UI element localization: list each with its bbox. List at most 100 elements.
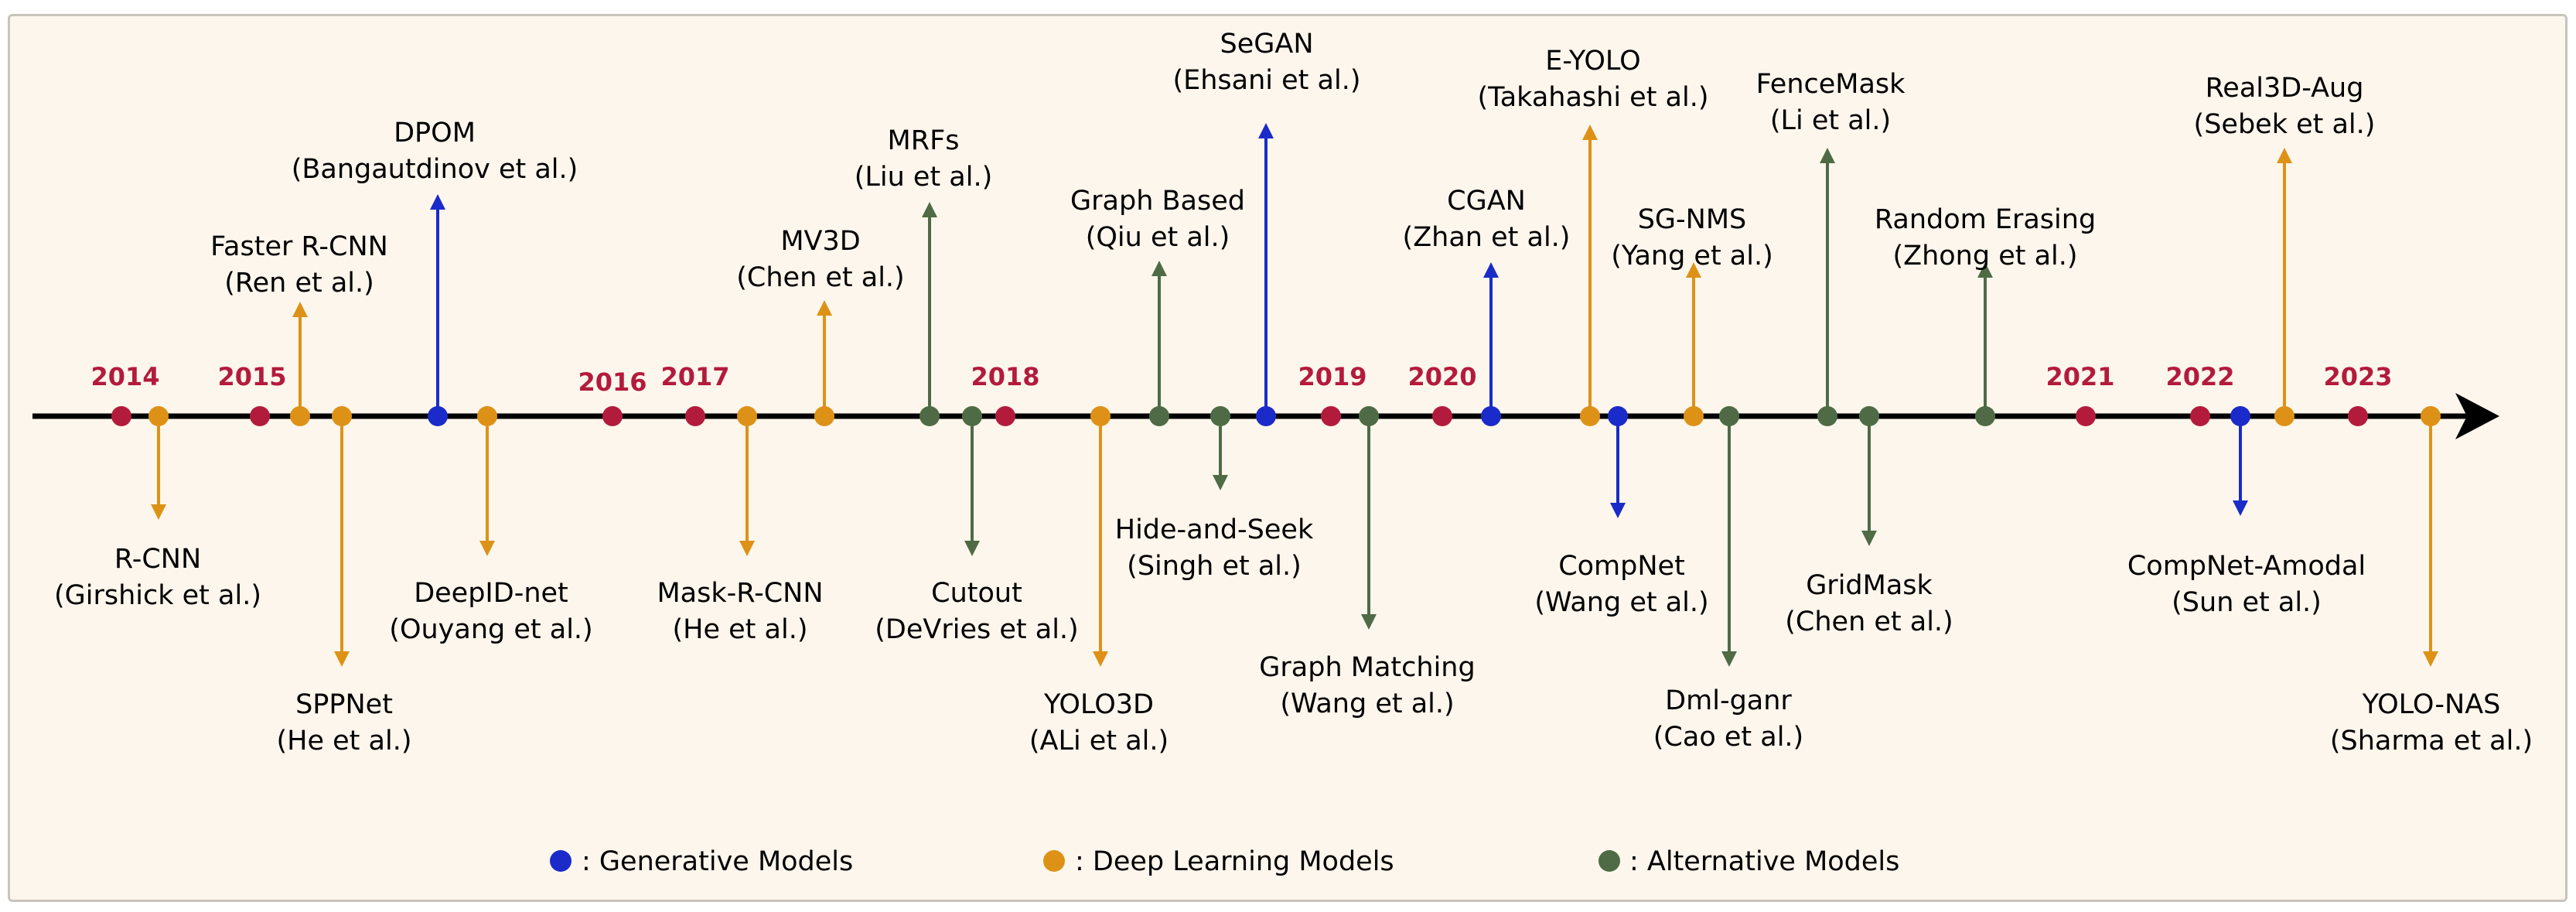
method-authors-mv3d: (Chen et al.) — [736, 262, 904, 293]
method-name-fencemask: FenceMask — [1756, 69, 1906, 100]
method-marker-faster-r-cnn — [290, 406, 310, 426]
year-label-2019: 2019 — [1298, 362, 1366, 391]
legend-label-deep: : Deep Learning Models — [1075, 846, 1394, 877]
method-authors-dpom: (Bangautdinov et al.) — [292, 154, 578, 185]
year-label-2018: 2018 — [971, 362, 1039, 391]
year-label-2021: 2021 — [2045, 362, 2114, 391]
method-name-mrfs: MRFs — [888, 125, 960, 156]
method-authors-fencemask: (Li et al.) — [1770, 105, 1891, 136]
year-marker-2018 — [995, 406, 1015, 426]
legend-marker-deep — [1043, 850, 1065, 872]
method-marker-fencemask — [1817, 406, 1837, 426]
method-name-sg-nms: SG-NMS — [1638, 204, 1747, 235]
method-authors-yolo3d: (ALi et al.) — [1029, 726, 1169, 757]
legend-label-generative: : Generative Models — [582, 846, 853, 877]
method-name-r-cnn: R-CNN — [114, 544, 201, 575]
method-name-cutout: Cutout — [931, 578, 1022, 609]
method-authors-dml-ganr: (Cao et al.) — [1653, 722, 1803, 753]
year-marker-2015 — [250, 406, 270, 426]
method-name-compnet: CompNet — [1558, 551, 1685, 582]
method-marker-random-erasing — [1975, 406, 1995, 426]
method-marker-dpom — [428, 406, 448, 426]
method-marker-mv3d — [814, 406, 834, 426]
method-name-mv3d: MV3D — [780, 226, 860, 257]
method-name-faster-r-cnn: Faster R-CNN — [210, 231, 388, 262]
method-name-gridmask: GridMask — [1806, 570, 1933, 601]
method-authors-deepid-net: (Ouyang et al.) — [389, 614, 592, 645]
year-label-2017: 2017 — [660, 362, 729, 391]
year-label-2020: 2020 — [1407, 362, 1476, 391]
method-marker-yolo-nas — [2421, 406, 2441, 426]
method-authors-mask-r-cnn: (He et al.) — [673, 614, 808, 645]
method-name-random-erasing: Random Erasing — [1875, 204, 2096, 235]
year-marker-2014 — [111, 406, 131, 426]
method-authors-sppnet: (He et al.) — [277, 726, 412, 757]
method-authors-e-yolo: (Takahashi et al.) — [1477, 82, 1708, 113]
year-label-2015: 2015 — [217, 362, 286, 391]
method-marker-compnet — [1608, 406, 1628, 426]
method-name-yolo3d: YOLO3D — [1043, 689, 1154, 720]
method-authors-faster-r-cnn: (Ren et al.) — [224, 268, 374, 299]
figure-frame — [8, 14, 2567, 902]
axis-arrowhead-icon — [2455, 393, 2499, 439]
method-authors-r-cnn: (Girshick et al.) — [54, 580, 261, 611]
method-authors-graph-based: (Qiu et al.) — [1086, 222, 1230, 253]
method-name-segan: SeGAN — [1220, 29, 1314, 60]
method-marker-cgan — [1481, 406, 1501, 426]
method-marker-dml-ganr — [1719, 406, 1739, 426]
method-authors-real3d-aug: (Sebek et al.) — [2194, 109, 2376, 140]
method-marker-hide-and-seek — [1210, 406, 1230, 426]
method-marker-gridmask — [1859, 406, 1879, 426]
method-authors-sg-nms: (Yang et al.) — [1611, 241, 1773, 272]
method-name-cgan: CGAN — [1447, 186, 1526, 217]
method-authors-hide-and-seek: (Singh et al.) — [1127, 551, 1302, 582]
year-marker-2016 — [602, 406, 623, 426]
method-authors-cgan: (Zhan et al.) — [1403, 222, 1571, 253]
year-marker-2022 — [2190, 406, 2210, 426]
method-name-graph-based: Graph Based — [1070, 186, 1245, 217]
method-authors-graph-matching: (Wang et al.) — [1280, 688, 1454, 719]
year-label-2023: 2023 — [2323, 362, 2392, 391]
method-authors-yolo-nas: (Sharma et al.) — [2330, 726, 2533, 757]
year-label-2014: 2014 — [90, 362, 159, 391]
method-authors-gridmask: (Chen et al.) — [1785, 606, 1953, 637]
method-name-dpom: DPOM — [394, 118, 476, 149]
method-marker-sppnet — [332, 406, 352, 426]
year-label-2016: 2016 — [578, 367, 647, 397]
method-authors-segan: (Ehsani et al.) — [1172, 65, 1360, 96]
year-label-2022: 2022 — [2165, 362, 2234, 391]
legend-label-alternative: : Alternative Models — [1629, 846, 1899, 877]
method-name-graph-matching: Graph Matching — [1259, 652, 1475, 683]
method-marker-graph-matching — [1359, 406, 1379, 426]
method-authors-compnet-amodal: (Sun et al.) — [2172, 587, 2322, 618]
method-marker-yolo3d — [1090, 406, 1111, 426]
method-authors-compnet: (Wang et al.) — [1534, 587, 1708, 618]
method-authors-random-erasing: (Zhong et al.) — [1892, 241, 2077, 272]
legend-marker-generative — [550, 850, 571, 872]
method-marker-real3d-aug — [2274, 406, 2295, 426]
year-marker-2020 — [1432, 406, 1452, 426]
method-marker-e-yolo — [1580, 406, 1600, 426]
year-marker-2021 — [2076, 406, 2096, 426]
method-marker-mask-r-cnn — [737, 406, 757, 426]
method-marker-cutout — [962, 406, 982, 426]
method-name-compnet-amodal: CompNet-Amodal — [2127, 551, 2366, 582]
method-marker-segan — [1256, 406, 1276, 426]
year-marker-2017 — [685, 406, 705, 426]
method-name-e-yolo: E-YOLO — [1545, 46, 1640, 77]
method-marker-compnet-amodal — [2230, 406, 2250, 426]
method-name-hide-and-seek: Hide-and-Seek — [1115, 514, 1314, 545]
method-name-sppnet: SPPNet — [295, 689, 393, 720]
method-marker-deepid-net — [477, 406, 497, 426]
method-name-deepid-net: DeepID-net — [414, 578, 568, 609]
year-marker-2019 — [1321, 406, 1341, 426]
legend-marker-alternative — [1598, 850, 1620, 872]
method-name-mask-r-cnn: Mask-R-CNN — [657, 578, 823, 609]
method-name-real3d-aug: Real3D-Aug — [2206, 73, 2364, 104]
year-marker-2023 — [2348, 406, 2368, 426]
method-marker-mrfs — [920, 406, 940, 426]
method-name-dml-ganr: Dml-ganr — [1665, 685, 1792, 716]
method-marker-sg-nms — [1684, 406, 1704, 426]
method-marker-r-cnn — [148, 406, 169, 426]
